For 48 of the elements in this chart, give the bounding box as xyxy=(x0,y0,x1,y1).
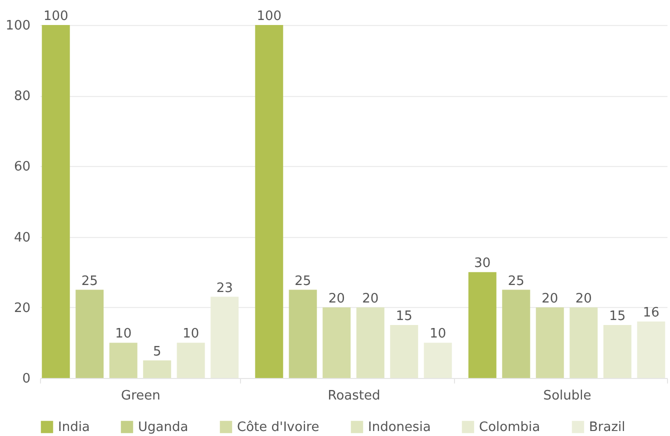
data-label: 25 xyxy=(294,274,312,289)
bar xyxy=(322,307,351,378)
legend-label: Brazil xyxy=(589,420,626,435)
legend-label: Colombia xyxy=(479,420,540,435)
bar xyxy=(468,272,496,378)
data-label: 5 xyxy=(152,344,162,360)
data-label: 20 xyxy=(542,291,558,306)
y-tick-label: 80 xyxy=(14,89,30,104)
data-label: 10 xyxy=(115,326,132,342)
x-tick-label: Roasted xyxy=(328,388,380,404)
y-tick-label: 20 xyxy=(14,300,30,316)
data-label: 15 xyxy=(609,309,626,324)
y-tick-label: 60 xyxy=(14,160,30,175)
data-label: 25 xyxy=(508,274,524,289)
bar xyxy=(109,342,138,378)
data-label: 100 xyxy=(256,9,282,24)
data-label: 20 xyxy=(328,291,345,306)
y-tick-label: 0 xyxy=(22,372,30,386)
legend-label: Côte d'Ivoire xyxy=(237,420,320,435)
legend-label: India xyxy=(58,420,90,435)
bar xyxy=(255,25,284,378)
data-label: 100 xyxy=(43,9,68,24)
bar xyxy=(176,342,205,378)
data-label: 30 xyxy=(474,256,491,272)
x-tick-label: Soluble xyxy=(543,388,592,404)
bar xyxy=(42,25,70,378)
data-label: 15 xyxy=(396,309,412,324)
bar xyxy=(603,325,632,378)
y-tick-label: 40 xyxy=(14,230,30,246)
data-label: 23 xyxy=(216,280,233,296)
data-label: 10 xyxy=(430,326,446,342)
data-label: 20 xyxy=(575,291,592,306)
bar xyxy=(390,325,418,378)
legend-label: Indonesia xyxy=(368,420,431,435)
bar xyxy=(288,290,317,378)
bar xyxy=(502,290,530,378)
bar xyxy=(570,307,598,378)
data-label: 20 xyxy=(362,291,379,306)
x-tick-label: Green xyxy=(121,388,160,404)
y-tick-label: 100 xyxy=(6,18,30,34)
bar xyxy=(536,307,564,378)
bar xyxy=(76,290,104,378)
bar xyxy=(356,307,384,378)
data-label: 10 xyxy=(182,326,200,342)
data-label: 25 xyxy=(81,274,98,289)
legend-label: Uganda xyxy=(138,420,188,435)
data-label: 16 xyxy=(642,306,660,321)
bar xyxy=(143,360,172,378)
